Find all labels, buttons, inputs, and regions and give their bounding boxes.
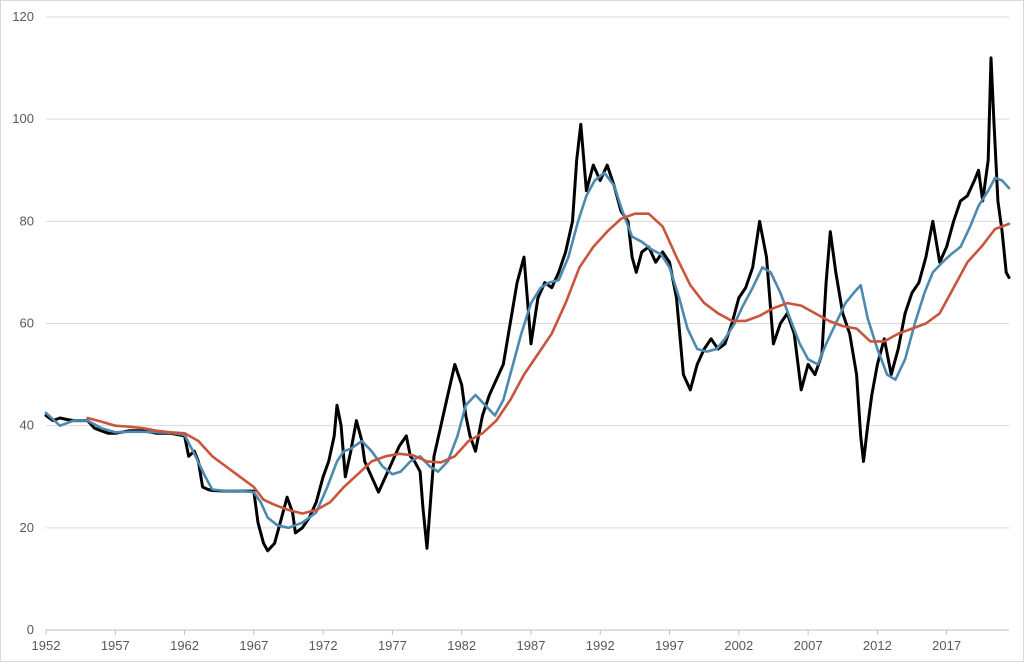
x-tick-label: 1982 [447, 638, 476, 653]
y-axis-ticks: 0 20 40 60 80 100 120 [12, 9, 34, 637]
y-tick-label: 60 [20, 316, 34, 331]
x-tick-label: 2017 [932, 638, 961, 653]
y-tick-label: 0 [27, 622, 34, 637]
x-tick-label: 1972 [309, 638, 338, 653]
y-tick-label: 120 [12, 9, 34, 24]
x-tick-label: 1957 [101, 638, 130, 653]
grid-lines [46, 16, 1009, 631]
x-tick-label: 1962 [170, 638, 199, 653]
series-line-black [44, 56, 1011, 553]
x-tick-label: 2007 [794, 638, 823, 653]
y-tick-label: 100 [12, 111, 34, 126]
x-axis-ticks: 1952 1957 1962 1967 1972 1977 1982 1987 1992 1997… [32, 630, 961, 653]
x-tick-label: 1967 [239, 638, 268, 653]
x-tick-label: 1987 [517, 638, 546, 653]
x-tick-label: 1977 [378, 638, 407, 653]
x-tick-label: 1952 [32, 638, 61, 653]
series-line-red [86, 212, 1011, 515]
y-tick-label: 20 [20, 520, 34, 535]
x-tick-label: 2012 [863, 638, 892, 653]
series-line-blue [44, 171, 1011, 530]
y-tick-label: 40 [20, 418, 34, 433]
series-lines [44, 56, 1011, 553]
x-tick-label: 1992 [586, 638, 615, 653]
x-tick-label: 2002 [724, 638, 753, 653]
y-tick-label: 80 [20, 213, 34, 228]
x-tick-label: 1997 [655, 638, 684, 653]
